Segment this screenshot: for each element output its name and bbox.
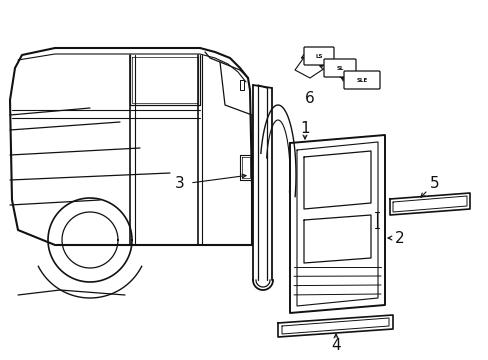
Text: 5: 5 [429, 176, 439, 190]
Text: 6: 6 [305, 90, 314, 105]
FancyBboxPatch shape [343, 71, 379, 89]
Text: SLE: SLE [356, 77, 367, 82]
FancyBboxPatch shape [324, 59, 355, 77]
Text: 1: 1 [300, 121, 309, 135]
Text: 2: 2 [394, 230, 404, 246]
Text: 4: 4 [330, 338, 340, 352]
FancyBboxPatch shape [304, 47, 333, 65]
Text: SL: SL [336, 66, 343, 71]
Text: LS: LS [315, 54, 322, 59]
Text: 3: 3 [175, 176, 184, 190]
